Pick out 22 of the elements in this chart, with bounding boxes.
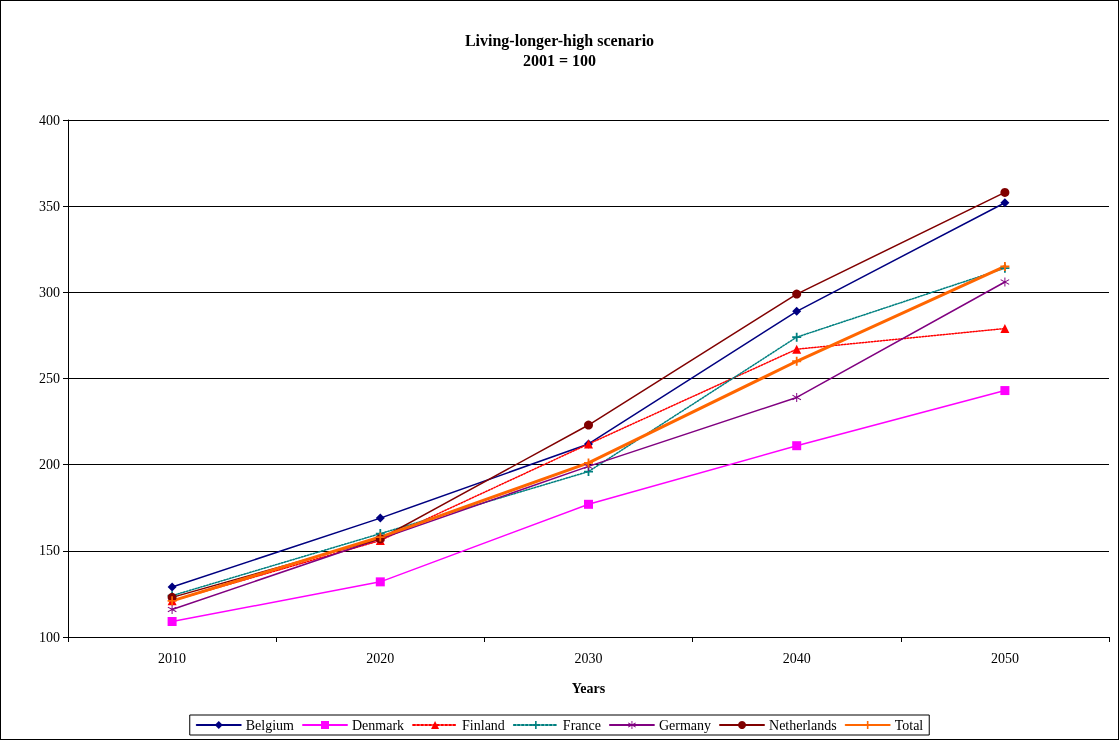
chart-title: Living-longer-high scenario (464, 31, 655, 50)
y-tick-label: 100 (39, 629, 60, 645)
chart-subtitle: 2001 = 100 (522, 51, 597, 69)
legend-label: France (562, 717, 601, 733)
x-tick-label: 2020 (366, 650, 395, 666)
x-tick-label: 2030 (574, 650, 603, 666)
x-tick-label: 2050 (990, 650, 1019, 666)
legend-label: Total (894, 717, 924, 733)
x-tick-label: 2040 (782, 650, 811, 666)
legend-label: Denmark (351, 717, 405, 733)
y-tick-label: 300 (39, 284, 60, 300)
legend-label: Germany (658, 717, 712, 733)
y-tick-label: 350 (39, 198, 60, 214)
x-axis-title: Years (571, 680, 606, 696)
legend-label: Netherlands (769, 717, 837, 733)
y-tick-label: 200 (39, 457, 60, 473)
y-tick-label: 400 (39, 112, 60, 128)
y-tick-label: 250 (39, 371, 60, 386)
legend-label: Belgium (245, 717, 295, 733)
y-tick-label: 150 (39, 543, 60, 559)
x-tick-label: 2010 (158, 650, 187, 666)
legend-label: Finland (462, 717, 505, 733)
